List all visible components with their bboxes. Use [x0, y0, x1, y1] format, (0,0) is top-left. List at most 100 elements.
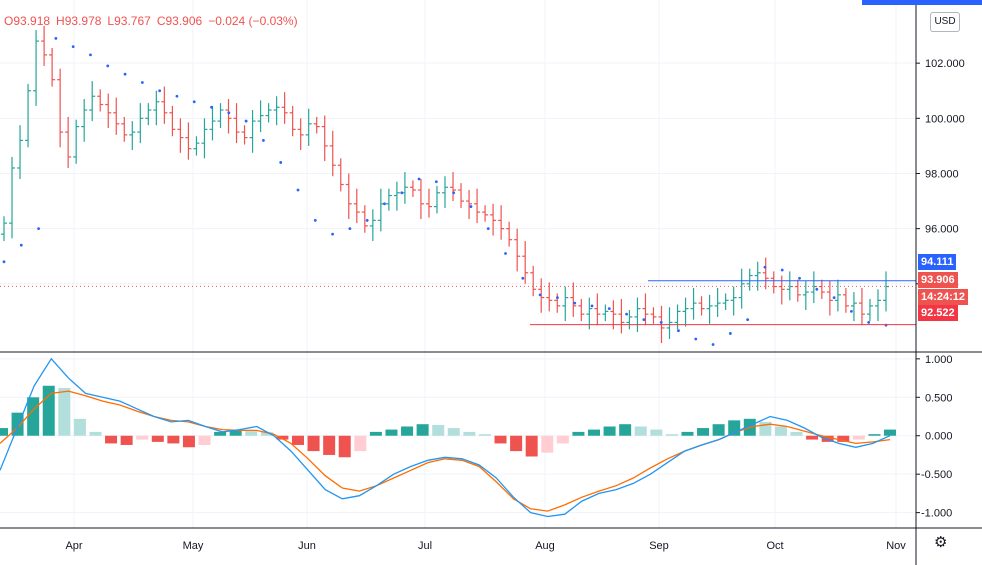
sar-dot — [625, 312, 628, 316]
macd-histogram-bar — [463, 431, 476, 436]
ohlc-bar — [145, 103, 152, 126]
ohlc-bar — [257, 100, 264, 133]
macd-histogram-bar — [556, 435, 569, 444]
macd-histogram-bar — [27, 397, 40, 436]
ohlc-bar — [858, 287, 865, 326]
sar-dot — [19, 243, 23, 247]
ohlc-bar — [81, 99, 88, 142]
ohlc-bar — [674, 304, 681, 330]
lower-line-price-tag: 92.522 — [918, 305, 958, 321]
sar-dot — [607, 307, 611, 311]
sar-dot — [210, 105, 213, 109]
macd-histogram-bar — [338, 435, 351, 458]
ohlc-bar — [33, 30, 40, 106]
ohlc-bar — [217, 103, 224, 128]
sar-dot — [158, 89, 162, 93]
ohlc-bar — [233, 103, 240, 144]
macd-histogram-bar — [588, 429, 600, 436]
macd-line — [0, 357, 891, 518]
sar-dot — [798, 276, 801, 280]
ohlc-bar — [706, 294, 713, 324]
ohlc-bar — [738, 268, 745, 309]
macd-histogram-bar — [774, 426, 787, 436]
ohlc-bar — [474, 188, 481, 224]
ohlc-bar — [794, 279, 801, 302]
macd-histogram-bar — [619, 424, 632, 436]
ohlc-bar — [514, 228, 521, 272]
ohlc-bar — [65, 116, 72, 168]
ohlc-bar — [273, 96, 280, 126]
open-value: O93.918 — [4, 14, 51, 28]
macd-histogram-bar — [681, 431, 694, 436]
gear-icon[interactable]: ⚙ — [934, 534, 948, 551]
ohlc-bar — [393, 181, 400, 211]
macd-histogram-bar — [385, 429, 398, 436]
price-tick-label: 98.000 — [925, 168, 959, 180]
ohlc-bar — [850, 292, 857, 322]
ohlc-bar — [265, 103, 272, 123]
ohlc-bar — [401, 172, 408, 204]
ohlc-bar — [137, 103, 144, 144]
ohlc-legend: O93.918 H93.978 L93.767 C93.906 −0.024 (−0.0… — [4, 14, 304, 28]
macd-histogram-bar — [307, 435, 320, 452]
sar-dot — [504, 252, 507, 255]
ohlc-bar — [369, 209, 376, 242]
ohlc-bar — [169, 105, 176, 137]
sar-dot — [573, 301, 577, 305]
macd-histogram-bar — [292, 435, 304, 445]
price-tick-label: 96.000 — [925, 224, 959, 236]
macd-histogram-bar — [665, 434, 678, 436]
macd-histogram-bar — [884, 429, 896, 436]
sar-dot — [867, 321, 871, 324]
ohlc-bar — [17, 125, 24, 179]
ohlc-bar — [161, 86, 168, 124]
ohlc-bar — [786, 271, 793, 301]
sar-dot — [313, 218, 317, 222]
macd-pane[interactable] — [0, 357, 896, 518]
time-tick-label: Oct — [766, 540, 783, 552]
price-pane[interactable] — [0, 25, 916, 346]
ohlc-bar — [409, 180, 416, 197]
macd-histogram-bar — [245, 431, 258, 436]
sar-dot — [400, 191, 404, 195]
ohlc-bar — [281, 92, 288, 124]
currency-button[interactable]: USD — [930, 12, 960, 32]
macd-histogram-bar — [790, 431, 803, 436]
macd-histogram-bar — [712, 424, 725, 436]
ohlc-bar — [482, 205, 489, 222]
ohlc-bar — [201, 118, 208, 159]
ohlc-bar — [714, 287, 721, 317]
ohlc-bar — [241, 125, 248, 145]
sar-dot — [521, 276, 525, 280]
ohlc-bar — [442, 176, 448, 208]
macd-histogram-bar — [852, 435, 865, 440]
ohlc-bar — [361, 205, 368, 233]
macd-histogram-bar — [697, 428, 710, 436]
ohlc-bar — [826, 281, 833, 316]
macd-histogram-bar — [806, 435, 819, 440]
time-tick-label: Jul — [418, 540, 432, 552]
ohlc-bar — [682, 297, 689, 327]
last-price-tag: 93.906 — [918, 272, 958, 288]
time-tick-label: Apr — [65, 540, 82, 552]
countdown-tag: 14:24:12 — [918, 289, 969, 305]
macd-histogram-bar — [214, 431, 227, 436]
ohlc-bar — [97, 89, 104, 112]
macd-histogram-bar — [229, 429, 242, 436]
macd-tick-label: 0.500 — [925, 392, 953, 404]
macd-histogram-bar — [58, 388, 71, 436]
ohlc-bar — [433, 185, 440, 214]
macd-histogram-bar — [572, 431, 585, 436]
ohlc-bar — [546, 282, 553, 312]
time-tick-label: Aug — [535, 540, 555, 552]
ohlc-bar — [626, 310, 633, 330]
time-tick-label: Nov — [886, 540, 906, 552]
ohlc-bar — [41, 25, 48, 66]
ohlc-bar — [530, 265, 537, 297]
macd-histogram-bar — [151, 435, 164, 442]
ohlc-bar — [249, 110, 256, 153]
high-value: H93.978 — [56, 14, 102, 28]
ohlc-bar — [105, 93, 112, 128]
macd-histogram-bar — [198, 435, 211, 445]
